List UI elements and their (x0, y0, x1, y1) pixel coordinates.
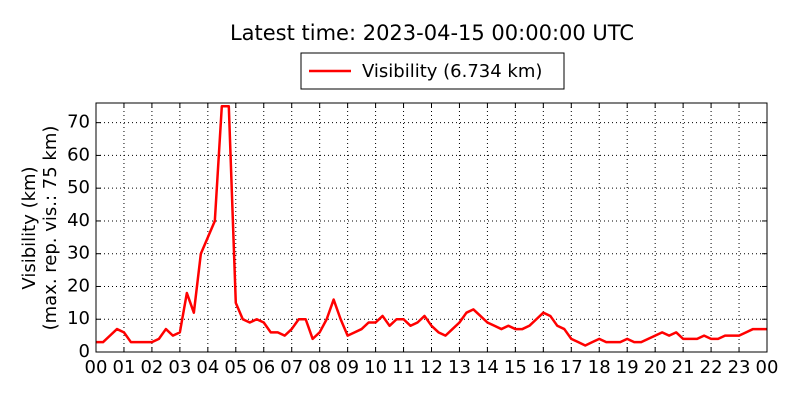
x-tick-label: 19 (616, 357, 639, 378)
y-tick-label: 70 (67, 112, 90, 133)
x-tick-label: 20 (644, 357, 667, 378)
x-tick-label: 09 (336, 357, 359, 378)
y-tick-label: 60 (67, 144, 90, 165)
y-tick-label: 20 (67, 275, 90, 296)
x-tick-label: 04 (196, 357, 219, 378)
x-tick-label: 08 (308, 357, 331, 378)
y-axis-label: (max. rep. vis.: 75 km) (40, 126, 61, 331)
x-tick-label: 06 (252, 357, 275, 378)
x-tick-label: 22 (700, 357, 723, 378)
chart-title: Latest time: 2023-04-15 00:00:00 UTC (230, 21, 634, 45)
x-tick-label: 00 (85, 357, 108, 378)
x-tick-label: 02 (140, 357, 163, 378)
x-tick-label: 12 (420, 357, 443, 378)
x-tick-label: 14 (476, 357, 499, 378)
x-tick-label: 17 (560, 357, 583, 378)
x-tick-label: 07 (280, 357, 303, 378)
y-axis-label: Visibility (km) (19, 166, 40, 289)
x-tick-label: 21 (672, 357, 695, 378)
x-tick-label: 23 (728, 357, 751, 378)
y-tick-label: 40 (67, 210, 90, 231)
x-tick-label: 10 (364, 357, 387, 378)
x-tick-label: 11 (392, 357, 415, 378)
plot-frame (95, 102, 768, 353)
y-tick-label: 10 (67, 308, 90, 329)
x-tick-label: 00 (756, 357, 779, 378)
legend-box (300, 52, 565, 90)
data-line (96, 105, 767, 347)
x-tick-label: 13 (448, 357, 471, 378)
x-tick-label: 01 (113, 357, 136, 378)
legend-label: Visibility (6.734 km) (362, 61, 542, 82)
x-tick-label: 18 (588, 357, 611, 378)
y-tick-label: 30 (67, 243, 90, 264)
x-tick-label: 05 (224, 357, 247, 378)
x-tick-label: 15 (504, 357, 527, 378)
y-tick-label: 50 (67, 177, 90, 198)
x-tick-label: 03 (168, 357, 191, 378)
y-tick-label: 0 (79, 341, 90, 362)
x-tick-label: 16 (532, 357, 555, 378)
